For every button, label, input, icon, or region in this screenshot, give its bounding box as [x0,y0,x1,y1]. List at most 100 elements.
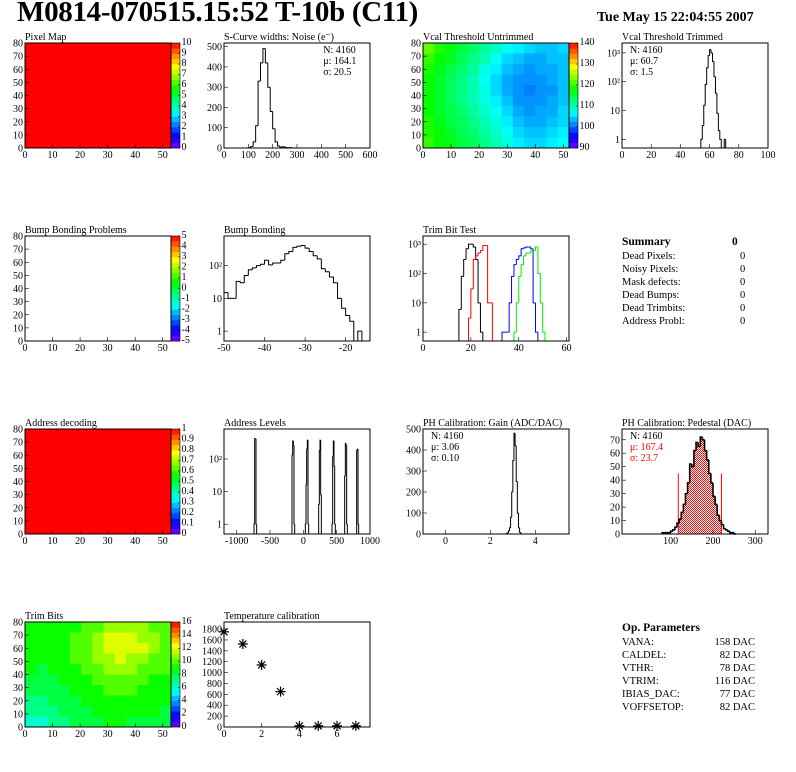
heatmap-cell [25,643,37,654]
palette-swatch [171,679,180,686]
star-marker [256,659,267,670]
histogram-bin [344,475,346,534]
y-tick-label: 50 [13,657,23,668]
palette-swatch [171,434,180,440]
heatmap-cell [148,632,161,644]
heatmap-cell [58,685,71,696]
palette-swatch [171,706,180,712]
plot-frame [24,42,172,149]
histogram-bin [361,331,366,342]
histogram-bin [511,275,514,303]
histogram-bin [264,48,268,64]
stats-line: μ: 167.4 [630,442,663,453]
summary-label: Dead Trimbits: [622,303,686,314]
heatmap-cell [58,674,71,686]
histogram-bin [472,259,476,289]
heatmap-cell [535,127,547,138]
heatmap-cell [148,653,161,665]
histogram-bin [247,269,253,276]
palette-tick-label: 4 [182,100,187,111]
heatmap-cell [456,127,469,138]
heatmap-cell [467,85,480,96]
plot-title: Bump Bonding Problems [25,225,127,236]
heatmap-cell [557,64,570,75]
heatmap-cell [445,137,457,149]
heatmap-cell [434,85,446,96]
palette-tick-label: 100 [580,121,595,132]
y-tick-label: 0 [217,723,222,734]
histogram-bin [312,251,318,257]
histogram-bin [477,259,481,304]
histogram-bin [508,302,512,333]
heatmap-cell [423,64,435,75]
histogram-bin [701,437,705,441]
x-tick-label: 100 [241,150,256,161]
fit-region-fill [687,482,690,534]
palette-swatch [171,53,180,60]
histogram-bin [516,481,519,514]
palette-swatch [171,64,180,70]
palette-swatch [171,330,180,337]
heatmap-cell [58,622,71,633]
heatmap-cell [501,74,514,86]
y-tick-label: 300 [207,83,222,94]
y-tick-label: 50 [13,464,23,475]
palette-swatch [171,116,180,123]
palette-swatch [171,429,180,435]
x-tick-label: 0 [301,536,306,547]
heatmap-cell [47,622,59,633]
heatmap-cell [114,685,127,696]
heatmap-cell [557,74,570,86]
summary-value: 0 [740,316,746,327]
x-tick-label: 10 [446,150,456,161]
histogram-bin [718,515,722,522]
heatmap-cell [92,653,104,665]
histogram-bin [267,62,271,88]
heatmap-cell [546,95,559,107]
heatmap-cell [467,106,480,117]
heatmap-cell [69,674,82,686]
y-tick-label: 1 [615,135,620,146]
x-tick-label: 20 [75,536,85,547]
histogram-bin [710,49,713,54]
y-tick-label: 20 [411,117,421,128]
palette-tick-label: 16 [182,616,192,627]
y-tick-label: 400 [406,446,421,457]
fit-region-fill [681,512,684,534]
x-tick-label: 60 [705,150,715,161]
heatmap-cell [445,106,457,117]
plot-frame [422,428,570,535]
histogram-bin [680,511,684,520]
plot-title: Bump Bonding [224,225,285,236]
palette-swatch [171,111,180,117]
heatmap-cell [92,706,104,717]
heatmap-cell [445,85,457,96]
palette-swatch [171,444,180,451]
heatmap-cell [58,632,71,644]
y-tick-label: 70 [13,52,23,63]
y-tick-label: 200 [207,712,222,723]
y-tick-label: 40 [411,91,421,102]
fit-region-fill [696,442,699,534]
palette-swatch [569,48,578,54]
param-value: 78 DAC [719,663,755,674]
x-tick-label: -20 [339,343,352,354]
heatmap-cell [423,127,435,138]
y-tick-label: 60 [13,65,23,76]
op-parameters-title: Op. Parameters [622,622,700,634]
heatmap-cell [159,685,172,696]
heatmap-cell [434,43,446,54]
histogram-bin [227,292,233,299]
palette-swatch [171,106,180,112]
histogram-bin [523,247,526,249]
heatmap-cell [479,116,491,128]
heatmap-cell [25,685,37,696]
histogram-bin [515,445,518,482]
histogram-bin [239,281,245,284]
heatmap-cell [467,43,480,54]
histogram-bin [542,302,546,333]
histogram-bin [475,255,479,260]
y-tick-label: 10² [607,77,620,88]
fit-region-fill [698,446,701,534]
